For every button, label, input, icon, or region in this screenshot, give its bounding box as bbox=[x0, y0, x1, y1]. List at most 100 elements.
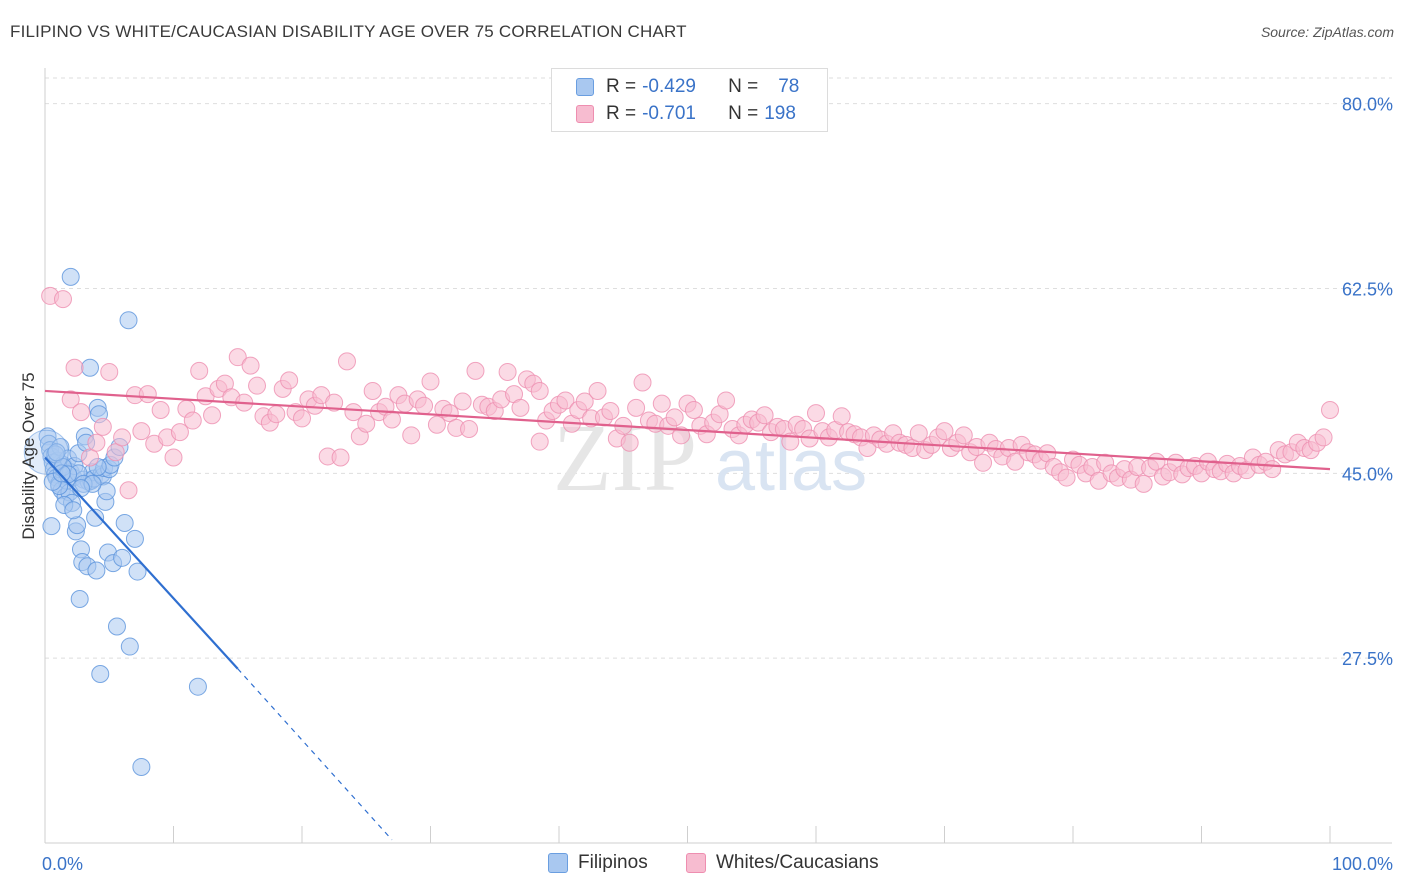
data-point bbox=[87, 561, 106, 580]
legend-swatch-whites bbox=[686, 853, 706, 873]
legend-row-whites: R = -0.701 N = 198 bbox=[576, 103, 796, 125]
data-point bbox=[909, 424, 928, 443]
y-axis-title: Disability Age Over 75 bbox=[19, 372, 38, 539]
x-tick-label: 0.0% bbox=[42, 854, 83, 874]
data-point bbox=[128, 562, 147, 581]
data-point bbox=[53, 290, 72, 309]
data-point bbox=[120, 637, 139, 656]
data-point bbox=[91, 665, 110, 684]
legend-swatch-filipinos bbox=[548, 853, 568, 873]
data-point bbox=[80, 358, 99, 377]
data-point bbox=[556, 391, 575, 410]
data-point bbox=[183, 411, 202, 430]
data-point bbox=[684, 400, 703, 419]
data-point bbox=[151, 400, 170, 419]
data-point bbox=[267, 405, 286, 424]
legend-label-whites: Whites/Caucasians bbox=[716, 852, 879, 873]
data-point bbox=[100, 362, 119, 381]
legend-swatch-whites bbox=[576, 105, 594, 123]
series-filipinos bbox=[23, 267, 207, 776]
data-point bbox=[633, 373, 652, 392]
data-point bbox=[382, 410, 401, 429]
legend-item-filipinos[interactable]: Filipinos bbox=[548, 852, 648, 874]
data-point bbox=[832, 407, 851, 426]
data-point bbox=[511, 398, 530, 417]
y-tick-label: 80.0% bbox=[1342, 95, 1393, 115]
r-label: R = bbox=[606, 103, 637, 124]
data-point bbox=[1314, 428, 1333, 447]
data-point bbox=[325, 393, 344, 412]
data-point bbox=[652, 394, 671, 413]
data-point bbox=[460, 419, 479, 438]
data-point bbox=[203, 406, 222, 425]
data-point bbox=[93, 417, 112, 436]
r-label: R = bbox=[606, 76, 637, 97]
data-point bbox=[132, 757, 151, 776]
data-point bbox=[1134, 474, 1153, 493]
data-point bbox=[138, 385, 157, 404]
trend-lines bbox=[44, 389, 1331, 841]
data-point bbox=[125, 529, 144, 548]
data-point bbox=[672, 426, 691, 445]
data-point bbox=[68, 516, 87, 535]
data-point bbox=[421, 372, 440, 391]
data-point bbox=[620, 433, 639, 452]
data-point bbox=[61, 267, 80, 286]
data-point bbox=[190, 361, 209, 380]
data-point bbox=[115, 513, 134, 532]
tick-labels: 27.5% 45.0% 62.5% 80.0% 0.0% 100.0% bbox=[42, 95, 1393, 874]
data-point bbox=[575, 392, 594, 411]
data-point bbox=[601, 402, 620, 421]
data-point bbox=[61, 390, 80, 409]
data-point bbox=[119, 481, 138, 500]
data-point bbox=[119, 311, 138, 330]
data-point bbox=[974, 453, 993, 472]
data-point bbox=[415, 396, 434, 415]
data-point bbox=[107, 617, 126, 636]
data-point bbox=[1321, 400, 1339, 419]
data-point bbox=[453, 392, 472, 411]
data-point bbox=[498, 362, 517, 381]
data-point bbox=[427, 415, 446, 434]
trend-line-whites bbox=[44, 389, 1331, 471]
data-point bbox=[42, 517, 61, 536]
data-point bbox=[70, 590, 89, 609]
bottom-legend: Filipinos Whites/Caucasians bbox=[0, 852, 1406, 876]
data-point bbox=[71, 479, 90, 498]
data-point bbox=[248, 376, 267, 395]
data-point bbox=[530, 381, 549, 400]
n-value: 78 bbox=[778, 76, 800, 97]
data-point bbox=[280, 371, 299, 390]
data-point bbox=[241, 356, 260, 375]
data-point bbox=[1006, 452, 1025, 471]
data-point bbox=[807, 404, 825, 423]
data-point bbox=[402, 426, 421, 445]
data-point bbox=[935, 422, 954, 441]
data-point bbox=[64, 501, 83, 520]
data-point bbox=[188, 677, 207, 696]
stats-legend: R = -0.429 N = 78 R = -0.701 N = 198 bbox=[551, 68, 828, 132]
data-point bbox=[717, 391, 736, 410]
data-point bbox=[466, 361, 485, 380]
legend-label-filipinos: Filipinos bbox=[578, 852, 648, 873]
data-point bbox=[627, 398, 646, 417]
x-tick-label: 100.0% bbox=[1332, 854, 1393, 874]
legend-item-whites[interactable]: Whites/Caucasians bbox=[686, 852, 879, 874]
trend-line-filipinos-extrapolated bbox=[237, 668, 393, 841]
data-point bbox=[588, 381, 607, 400]
data-point bbox=[97, 482, 116, 501]
data-point bbox=[954, 426, 973, 445]
data-point bbox=[344, 403, 363, 422]
y-tick-label: 62.5% bbox=[1342, 280, 1393, 300]
data-point bbox=[47, 443, 66, 462]
data-point bbox=[363, 381, 382, 400]
series-whites bbox=[41, 286, 1339, 500]
data-point-cluster bbox=[23, 429, 69, 475]
data-point bbox=[665, 408, 684, 427]
source-label: Source: ZipAtlas.com bbox=[1260, 24, 1394, 40]
n-label: N = bbox=[728, 76, 759, 97]
legend-row-filipinos: R = -0.429 N = 78 bbox=[576, 76, 799, 98]
data-point bbox=[228, 348, 247, 367]
y-tick-label: 45.0% bbox=[1342, 464, 1393, 484]
data-point bbox=[1057, 468, 1076, 487]
